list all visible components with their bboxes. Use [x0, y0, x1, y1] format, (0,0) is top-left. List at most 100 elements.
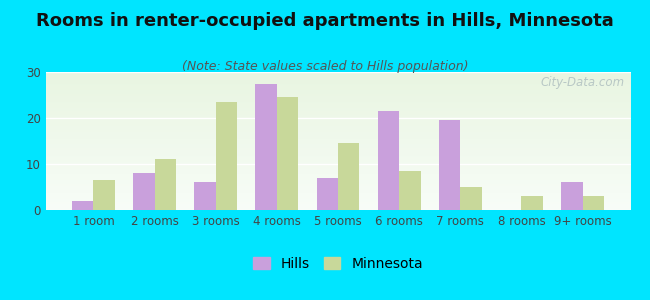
Bar [46, 197, 630, 199]
Bar [46, 85, 630, 86]
Bar [46, 98, 630, 100]
Bar [46, 182, 630, 184]
Bar [46, 136, 630, 137]
Bar [46, 79, 630, 80]
Bar [46, 127, 630, 128]
Bar [439, 120, 460, 210]
Bar [277, 97, 298, 210]
Bar [46, 174, 630, 175]
Bar [46, 94, 630, 95]
Bar [46, 118, 630, 119]
Bar [46, 130, 630, 131]
Bar [46, 117, 630, 118]
Bar [46, 202, 630, 203]
Bar [46, 188, 630, 189]
Bar [46, 92, 630, 93]
Bar [46, 131, 630, 132]
Bar [133, 173, 155, 210]
Bar [46, 195, 630, 196]
Bar [46, 73, 630, 74]
Bar [46, 162, 630, 163]
Bar [46, 125, 630, 126]
Bar [46, 104, 630, 105]
Bar [46, 89, 630, 90]
Text: City-Data.com: City-Data.com [541, 76, 625, 89]
Bar [46, 115, 630, 116]
Bar [46, 90, 630, 92]
Bar [46, 145, 630, 146]
Bar [46, 81, 630, 83]
Bar [46, 147, 630, 148]
Bar [46, 203, 630, 204]
Bar [46, 82, 630, 83]
Bar [46, 88, 630, 89]
Bar [94, 180, 115, 210]
Bar [46, 110, 630, 111]
Bar [46, 165, 630, 166]
Bar [46, 152, 630, 154]
Bar [46, 184, 630, 185]
Bar [46, 87, 630, 88]
Bar [46, 146, 630, 147]
Bar [216, 102, 237, 210]
Bar [46, 97, 630, 98]
Bar [399, 171, 421, 210]
Bar [46, 156, 630, 157]
Bar [255, 83, 277, 210]
Bar [46, 187, 630, 188]
Bar [46, 149, 630, 150]
Bar [46, 108, 630, 109]
Bar [46, 208, 630, 209]
Bar [46, 78, 630, 79]
Bar [317, 178, 338, 210]
Bar [194, 182, 216, 210]
Bar [46, 80, 630, 81]
Bar [46, 157, 630, 158]
Bar [46, 105, 630, 106]
Bar [46, 132, 630, 133]
Bar [46, 185, 630, 186]
Bar [46, 122, 630, 123]
Bar [46, 178, 630, 179]
Bar [46, 196, 630, 197]
Bar [46, 206, 630, 208]
Bar [46, 169, 630, 170]
Bar [46, 137, 630, 139]
Bar [46, 86, 630, 87]
Bar [46, 143, 630, 144]
Bar [46, 141, 630, 142]
Bar [46, 159, 630, 160]
Bar [46, 128, 630, 130]
Bar [46, 133, 630, 134]
Bar [46, 154, 630, 155]
Bar [46, 170, 630, 171]
Bar [46, 163, 630, 164]
Bar [46, 95, 630, 96]
Bar [46, 176, 630, 177]
Bar [46, 101, 630, 102]
Bar [46, 171, 630, 172]
Bar [46, 113, 630, 115]
Bar [46, 177, 630, 178]
Bar [46, 173, 630, 174]
Bar [46, 186, 630, 187]
Bar [46, 158, 630, 159]
Bar [46, 116, 630, 117]
Bar [46, 189, 630, 190]
Bar [46, 209, 630, 210]
Bar [46, 102, 630, 103]
Bar [46, 180, 630, 181]
Bar [46, 120, 630, 122]
Bar [72, 201, 94, 210]
Bar [46, 181, 630, 182]
Bar [46, 76, 630, 78]
Bar [46, 192, 630, 193]
Bar [46, 155, 630, 156]
Bar [46, 160, 630, 162]
Bar [46, 93, 630, 94]
Bar [46, 83, 630, 85]
Bar [46, 201, 630, 202]
Bar [46, 126, 630, 127]
Bar [46, 179, 630, 180]
Bar [46, 119, 630, 120]
